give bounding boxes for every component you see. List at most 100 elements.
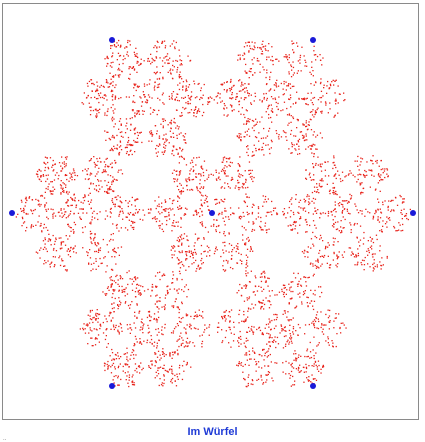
fractal-point	[107, 360, 109, 363]
fractal-point	[308, 323, 310, 326]
fractal-point	[154, 275, 157, 277]
fractal-point	[310, 148, 312, 150]
fractal-point	[119, 304, 121, 306]
fractal-point	[182, 316, 184, 319]
fractal-point	[266, 332, 268, 334]
fractal-point	[239, 79, 241, 81]
fractal-point	[142, 286, 144, 288]
fractal-point	[54, 256, 56, 258]
fractal-point	[306, 302, 308, 304]
fractal-point	[280, 110, 282, 112]
fractal-point	[185, 85, 187, 87]
fractal-point	[199, 208, 201, 210]
fractal-point	[136, 303, 138, 305]
fractal-point	[31, 224, 33, 226]
caption-link[interactable]: Im Würfel	[187, 426, 238, 438]
fractal-point	[169, 122, 171, 124]
fractal-point	[109, 163, 112, 165]
fractal-point	[188, 342, 190, 344]
fractal-point	[87, 194, 90, 196]
fractal-point	[125, 46, 127, 48]
fractal-point	[285, 293, 287, 295]
fractal-point	[204, 199, 206, 201]
fractal-point	[225, 259, 227, 262]
fractal-point	[136, 71, 138, 73]
fractal-point	[349, 193, 351, 196]
fractal-point	[297, 366, 300, 369]
fractal-point	[248, 326, 250, 329]
fractal-point	[258, 326, 261, 328]
fractal-point	[375, 160, 377, 162]
fractal-point	[109, 208, 112, 210]
fractal-point	[261, 276, 263, 278]
fractal-point	[265, 76, 267, 79]
fractal-point	[393, 227, 396, 229]
fractal-point	[223, 107, 225, 109]
fractal-point	[369, 246, 372, 248]
fractal-point	[363, 175, 365, 177]
fractal-point	[248, 173, 250, 175]
fractal-point	[139, 294, 142, 296]
fractal-point	[395, 197, 397, 199]
fractal-point	[177, 352, 179, 355]
fractal-point	[244, 136, 246, 138]
fractal-point	[228, 158, 230, 160]
fractal-point	[92, 317, 94, 319]
fractal-point	[218, 172, 220, 174]
fractal-point	[229, 90, 231, 92]
fractal-point	[311, 322, 313, 324]
fractal-point	[119, 200, 121, 202]
fractal-point	[79, 208, 81, 210]
fractal-point	[227, 157, 229, 160]
fractal-point	[95, 312, 97, 315]
fractal-point	[371, 170, 373, 172]
fractal-point	[73, 231, 75, 233]
fractal-point	[105, 294, 107, 296]
fractal-point	[292, 375, 294, 378]
fractal-point	[114, 204, 116, 206]
fractal-point	[369, 169, 371, 172]
fractal-point	[307, 305, 309, 308]
fractal-point	[134, 291, 137, 293]
fractal-point	[246, 238, 248, 240]
fractal-point	[117, 304, 119, 306]
fractal-point	[124, 47, 126, 49]
fractal-point	[262, 382, 265, 384]
fractal-point	[288, 148, 290, 150]
fractal-point	[130, 224, 132, 227]
fractal-point	[163, 273, 165, 275]
fractal-point	[175, 221, 177, 223]
fractal-point	[58, 257, 60, 259]
fractal-point	[246, 120, 248, 123]
fractal-point	[291, 342, 293, 344]
fractal-point	[248, 296, 251, 298]
fractal-point	[158, 203, 160, 205]
fractal-point	[223, 311, 225, 313]
fractal-point	[189, 98, 191, 100]
fractal-point	[321, 324, 323, 326]
fractal-point	[105, 271, 107, 273]
fractal-point	[74, 174, 76, 176]
fractal-point	[270, 139, 273, 141]
fractal-point	[192, 251, 195, 254]
fractal-point	[253, 129, 255, 132]
fractal-point	[327, 246, 329, 248]
fractal-point	[250, 308, 252, 310]
fractal-point	[95, 250, 98, 253]
fractal-point	[314, 113, 316, 116]
fractal-point	[179, 261, 181, 264]
fractal-point	[244, 378, 246, 380]
fractal-point	[139, 372, 141, 374]
fractal-point	[69, 249, 71, 252]
fractal-point	[299, 59, 301, 61]
fractal-point	[104, 256, 106, 258]
fractal-point	[324, 175, 327, 177]
fractal-point	[156, 347, 158, 349]
fractal-point	[305, 285, 308, 287]
fractal-point	[90, 158, 92, 160]
fractal-point	[362, 173, 365, 176]
fractal-point	[309, 357, 311, 359]
fractal-point	[176, 137, 178, 139]
fractal-point	[107, 86, 109, 88]
fractal-point	[246, 146, 248, 148]
